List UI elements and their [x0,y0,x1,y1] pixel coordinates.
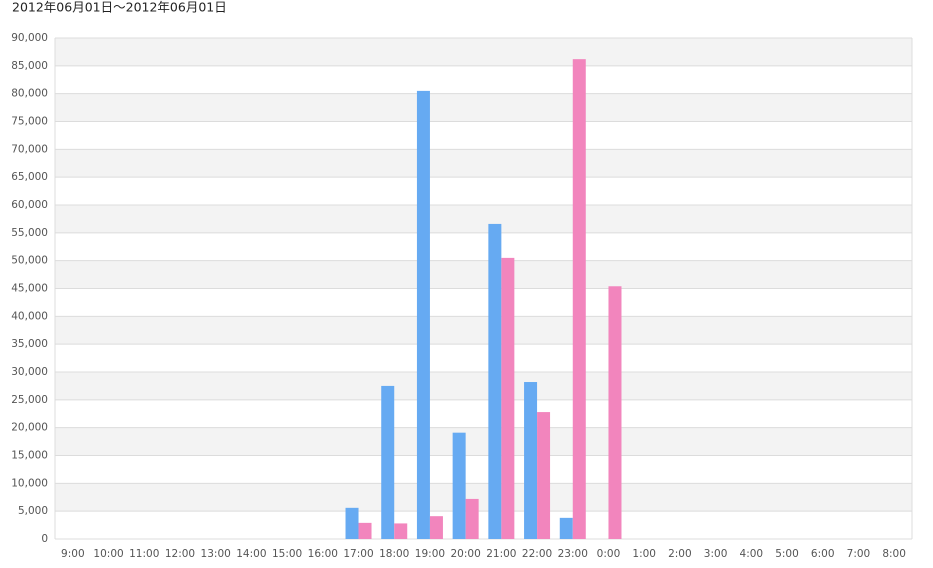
grid-band [55,427,912,456]
x-tick-label: 11:00 [129,548,159,560]
y-tick-label: 15,000 [11,450,48,462]
grid-band [55,316,912,345]
grid-band [55,149,912,178]
x-tick-label: 18:00 [379,548,409,560]
y-tick-label: 10,000 [11,477,48,489]
x-tick-label: 1:00 [632,548,656,560]
y-tick-label: 0 [41,533,48,545]
bar [452,432,466,539]
bar [488,223,502,539]
x-tick-label: 12:00 [165,548,195,560]
bar [416,90,430,539]
x-tick-label: 17:00 [343,548,373,560]
bar [381,385,395,539]
bar [429,516,443,539]
grid-band [55,372,912,400]
y-tick-label: 75,000 [11,116,48,128]
grid-band [55,93,912,122]
x-tick-label: 4:00 [740,548,764,560]
bar [537,412,551,539]
grid-band [55,260,912,289]
x-tick-label: 10:00 [93,548,123,560]
x-tick-label: 22:00 [522,548,552,560]
y-tick-label: 45,000 [11,283,48,295]
x-tick-label: 3:00 [704,548,728,560]
bar [501,257,515,539]
x-tick-label: 2:00 [668,548,692,560]
x-tick-label: 14:00 [236,548,266,560]
bar [345,507,359,539]
x-tick-label: 6:00 [811,548,835,560]
y-tick-label: 70,000 [11,143,48,155]
bar [608,286,622,539]
bar [465,498,479,539]
y-tick-label: 20,000 [11,422,48,434]
x-tick-label: 13:00 [201,548,231,560]
x-tick-label: 21:00 [486,548,516,560]
y-tick-label: 50,000 [11,255,48,267]
x-tick-label: 15:00 [272,548,302,560]
bar [524,382,538,539]
y-tick-label: 80,000 [11,88,48,100]
y-tick-label: 25,000 [11,394,48,406]
grid-band [55,483,912,512]
y-tick-label: 60,000 [11,199,48,211]
bar [559,517,573,539]
y-tick-label: 85,000 [11,60,48,72]
y-tick-label: 5,000 [18,505,48,517]
x-tick-label: 20:00 [451,548,481,560]
x-tick-label: 16:00 [308,548,338,560]
grid-band [55,205,912,233]
x-tick-label: 9:00 [61,548,85,560]
bar [358,522,372,539]
y-tick-label: 90,000 [11,32,48,44]
grid-band [55,38,912,66]
x-tick-label: 8:00 [882,548,906,560]
x-tick-label: 23:00 [558,548,588,560]
chart-title: 2012年06月01日〜2012年06月01日 [12,0,227,15]
x-tick-label: 0:00 [597,548,621,560]
y-tick-label: 30,000 [11,366,48,378]
bar [572,59,586,540]
y-tick-label: 65,000 [11,171,48,183]
x-tick-label: 5:00 [775,548,799,560]
y-tick-label: 35,000 [11,338,48,350]
x-tick-label: 19:00 [415,548,445,560]
y-tick-label: 55,000 [11,227,48,239]
x-tick-label: 7:00 [847,548,871,560]
bar [394,523,408,539]
y-tick-label: 40,000 [11,310,48,322]
